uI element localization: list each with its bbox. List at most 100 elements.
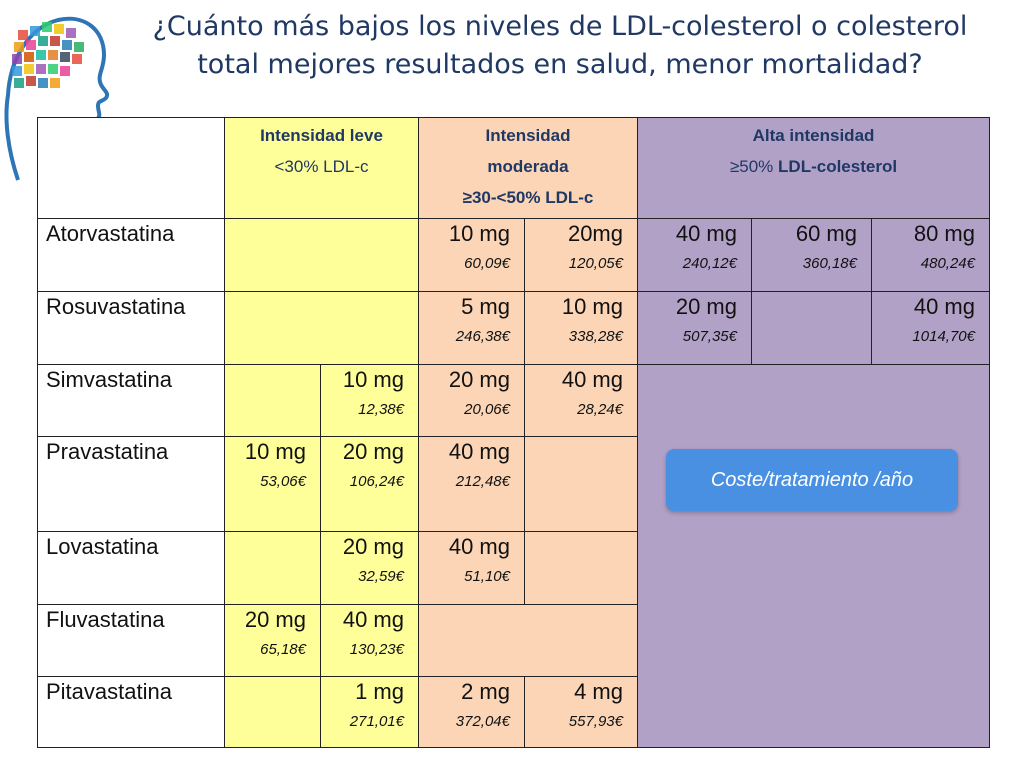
empty-cell: [524, 436, 638, 532]
empty-cell: [418, 604, 638, 677]
header-leve-line1: Intensidad leve: [260, 126, 383, 145]
dose-cell: 40 mg 1014,70€: [871, 291, 990, 365]
dose-cell: 60 mg 360,18€: [751, 218, 872, 292]
dose-cell: 20 mg 65,18€: [224, 604, 321, 677]
title-line-1: ¿Cuánto más bajos los niveles de LDL-col…: [152, 11, 968, 42]
dose-cell: 10 mg 12,38€: [320, 364, 419, 437]
title-line-2: total mejores resultados en salud, menor…: [197, 49, 923, 80]
header-moderada: Intensidad moderada ≥30-<50% LDL-c: [418, 117, 638, 219]
price-value: 60,09€: [464, 255, 510, 272]
drug-name: Fluvastatina: [37, 604, 225, 677]
dose-value: 10 mg: [561, 294, 623, 319]
drug-name: Lovastatina: [37, 531, 225, 605]
dose-cell: 40 mg 28,24€: [524, 364, 638, 437]
price-value: 240,12€: [682, 255, 737, 272]
empty-cell: [224, 676, 321, 748]
price-value: 1014,70€: [912, 328, 975, 345]
dose-value: 40 mg: [561, 367, 623, 392]
dose-value: 40 mg: [675, 221, 737, 246]
dose-cell: 4 mg 557,93€: [524, 676, 638, 748]
dose-cell: 40 mg 212,48€: [418, 436, 525, 532]
price-value: 53,06€: [260, 473, 306, 490]
dose-cell: 20 mg 32,59€: [320, 531, 419, 605]
empty-high-intensity-area: [637, 364, 990, 748]
price-value: 65,18€: [260, 641, 306, 658]
price-value: 32,59€: [358, 568, 404, 585]
price-value: 51,10€: [464, 568, 510, 585]
dose-cell: 1 mg 271,01€: [320, 676, 419, 748]
dose-value: 10 mg: [244, 439, 306, 464]
dose-cell: 40 mg 51,10€: [418, 531, 525, 605]
dose-value: 1 mg: [355, 679, 404, 704]
price-value: 120,05€: [568, 255, 623, 272]
dose-cell: 5 mg 246,38€: [418, 291, 525, 365]
drug-name: Pitavastatina: [37, 676, 225, 748]
dose-cell: 80 mg 480,24€: [871, 218, 990, 292]
price-value: 246,38€: [455, 328, 510, 345]
dose-value: 20 mg: [675, 294, 737, 319]
dose-value: 20 mg: [342, 534, 404, 559]
dose-cell: 20mg 120,05€: [524, 218, 638, 292]
statin-intensity-table: Intensidad leve <30% LDL-c Intensidad mo…: [37, 117, 990, 748]
dose-cell: 20 mg 507,35€: [637, 291, 752, 365]
header-leve-line2: <30% LDL-c: [274, 157, 369, 176]
price-value: 106,24€: [349, 473, 404, 490]
header-empty-cell: [37, 117, 225, 219]
dose-value: 60 mg: [795, 221, 857, 246]
price-value: 360,18€: [802, 255, 857, 272]
drug-name: Simvastatina: [37, 364, 225, 437]
price-value: 212,48€: [455, 473, 510, 490]
dose-value: 80 mg: [913, 221, 975, 246]
dose-cell: 20 mg 20,06€: [418, 364, 525, 437]
header-moderada-line1: Intensidad: [485, 126, 571, 145]
price-value: 480,24€: [920, 255, 975, 272]
price-value: 338,28€: [568, 328, 623, 345]
empty-cell: [224, 291, 419, 365]
table-row-atorvastatina: Atorvastatina 10 mg 60,09€ 20mg 120,05€ …: [37, 218, 990, 292]
table-row-fluvastatina: Fluvastatina 20 mg 65,18€ 40 mg 130,23€: [37, 604, 990, 677]
header-alta-line2: ≥50% LDL-colesterol: [638, 151, 989, 182]
price-value: 130,23€: [349, 641, 404, 658]
drug-name: Atorvastatina: [37, 218, 225, 292]
dose-cell: 20 mg 106,24€: [320, 436, 419, 532]
price-value: 12,38€: [358, 401, 404, 418]
drug-name: Pravastatina: [37, 436, 225, 532]
dose-cell: 40 mg 240,12€: [637, 218, 752, 292]
dose-value: 10 mg: [342, 367, 404, 392]
dose-value: 40 mg: [448, 534, 510, 559]
dose-value: 10 mg: [448, 221, 510, 246]
page-title: ¿Cuánto más bajos los niveles de LDL-col…: [100, 8, 1020, 84]
dose-value: 20 mg: [342, 439, 404, 464]
dose-cell: 10 mg 53,06€: [224, 436, 321, 532]
dose-value: 40 mg: [342, 607, 404, 632]
header-alta-line1: Alta intensidad: [752, 126, 875, 145]
empty-cell: [524, 531, 638, 605]
table-row-pitavastatina: Pitavastatina 1 mg 271,01€ 2 mg 372,04€ …: [37, 676, 990, 748]
drug-name: Rosuvastatina: [37, 291, 225, 365]
header-alta: Alta intensidad ≥50% LDL-colesterol: [637, 117, 990, 219]
dose-value: 2 mg: [461, 679, 510, 704]
dose-value: 20 mg: [448, 367, 510, 392]
table-row-lovastatina: Lovastatina 20 mg 32,59€ 40 mg 51,10€: [37, 531, 990, 605]
dose-cell: 2 mg 372,04€: [418, 676, 525, 748]
dose-cell: 10 mg 60,09€: [418, 218, 525, 292]
dose-value: 5 mg: [461, 294, 510, 319]
empty-cell: [224, 364, 321, 437]
header-alta-ldl: LDL-colesterol: [778, 157, 898, 176]
dose-cell: 10 mg 338,28€: [524, 291, 638, 365]
dose-value: 4 mg: [574, 679, 623, 704]
table-row-simvastatina: Simvastatina 10 mg 12,38€ 20 mg 20,06€ 4…: [37, 364, 990, 748]
header-moderada-line2: moderada: [487, 157, 569, 176]
dose-value: 40 mg: [913, 294, 975, 319]
header-row: Intensidad leve <30% LDL-c Intensidad mo…: [37, 117, 990, 219]
dose-value: 20mg: [567, 221, 623, 246]
price-value: 20,06€: [464, 401, 510, 418]
header-moderada-line3: ≥30-<50% LDL-c: [462, 188, 594, 207]
price-value: 372,04€: [455, 713, 510, 730]
price-value: 557,93€: [568, 713, 623, 730]
empty-cell: [751, 291, 872, 365]
header-alta-percent: ≥50%: [729, 157, 774, 176]
empty-cell: [224, 218, 419, 292]
table-row-rosuvastatina: Rosuvastatina 5 mg 246,38€ 10 mg 338,28€…: [37, 291, 990, 365]
price-value: 507,35€: [682, 328, 737, 345]
